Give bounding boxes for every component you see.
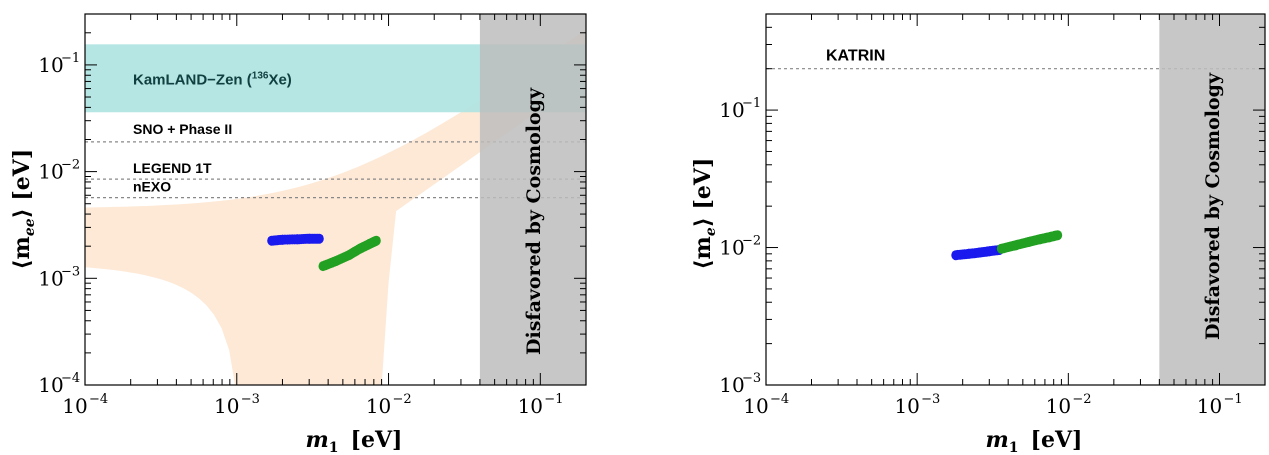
y-tick-label: 10 <box>38 53 63 77</box>
limit-label: SNO + Phase II <box>133 121 232 137</box>
cosmology-label: Disfavored by Cosmology <box>523 87 545 355</box>
cosmology-label-group: Disfavored by Cosmology <box>523 87 545 355</box>
x-tick-exponent: −3 <box>921 392 940 407</box>
cosmology-label: Disfavored by Cosmology <box>1202 72 1224 340</box>
x-tick-label: 10 <box>518 394 543 418</box>
y-tick-exponent: −1 <box>61 51 80 66</box>
plot-area <box>766 14 1265 385</box>
x-axis-title: m1 [eV] <box>306 427 403 455</box>
plot-frame <box>765 13 1266 386</box>
left-panel: 10 −4 10 −3 10 −2 10 −110−410−310−210−1m1 [eV]⟨m… <box>9 13 587 455</box>
y-tick-label: 10 <box>719 373 744 397</box>
y-tick-exponent: −2 <box>742 234 761 249</box>
x-tick-label: 10 <box>62 394 87 418</box>
y-tick-exponent: −3 <box>61 264 80 279</box>
y-tick-label: 10 <box>719 98 744 122</box>
limit-label: LEGEND 1T <box>133 160 212 176</box>
y-tick-label: 10 <box>38 266 63 290</box>
y-axis-title: ⟨mee⟩ [eV] <box>9 149 38 270</box>
cosmology-region <box>1159 14 1265 385</box>
y-tick-label: 10 <box>38 373 63 397</box>
plot-frame <box>84 13 587 386</box>
x-tick-exponent: −2 <box>393 392 412 407</box>
x-tick-exponent: −3 <box>241 392 260 407</box>
x-tick-label: 10 <box>366 394 391 418</box>
x-tick-label: 10 <box>1197 394 1222 418</box>
x-tick-label: 10 <box>743 394 768 418</box>
x-tick-exponent: −1 <box>1223 392 1242 407</box>
data-point-green <box>1053 230 1063 241</box>
kamland-zen-label: KamLAND−Zen (136Xe) <box>133 70 292 88</box>
cosmology-region <box>479 14 586 385</box>
plot-area <box>85 14 586 385</box>
data-point-blue <box>314 233 324 244</box>
y-tick-exponent: −2 <box>61 158 80 173</box>
data-point-green <box>371 235 381 246</box>
svg-text:⟨me⟩ [eV]: ⟨me⟩ [eV] <box>690 158 719 270</box>
x-tick-label: 10 <box>214 394 239 418</box>
y-tick-label: 10 <box>719 236 744 260</box>
y-tick-label: 10 <box>38 160 63 184</box>
y-tick-exponent: −1 <box>742 96 761 111</box>
cosmology-label-group: Disfavored by Cosmology <box>1202 72 1224 340</box>
x-tick-label: 10 <box>1046 394 1071 418</box>
y-tick-exponent: −3 <box>742 371 761 386</box>
x-tick-exponent: −1 <box>544 392 563 407</box>
right-panel: 10 −4 10 −3 10 −2 10 −110−310−210−1m1 [eV]⟨me⟩ [… <box>690 13 1266 455</box>
allowed-region-band <box>85 29 586 385</box>
x-tick-exponent: −4 <box>770 392 789 407</box>
x-tick-exponent: −4 <box>89 392 108 407</box>
limit-label: nEXO <box>133 179 171 195</box>
y-tick-exponent: −4 <box>61 371 80 386</box>
x-axis-title: m1 [eV] <box>986 427 1083 455</box>
x-tick-exponent: −2 <box>1072 392 1091 407</box>
y-axis-title: ⟨me⟩ [eV] <box>690 158 719 270</box>
x-tick-label: 10 <box>894 394 919 418</box>
svg-text:⟨mee⟩ [eV]: ⟨mee⟩ [eV] <box>9 149 38 270</box>
limit-label: KATRIN <box>826 48 885 65</box>
